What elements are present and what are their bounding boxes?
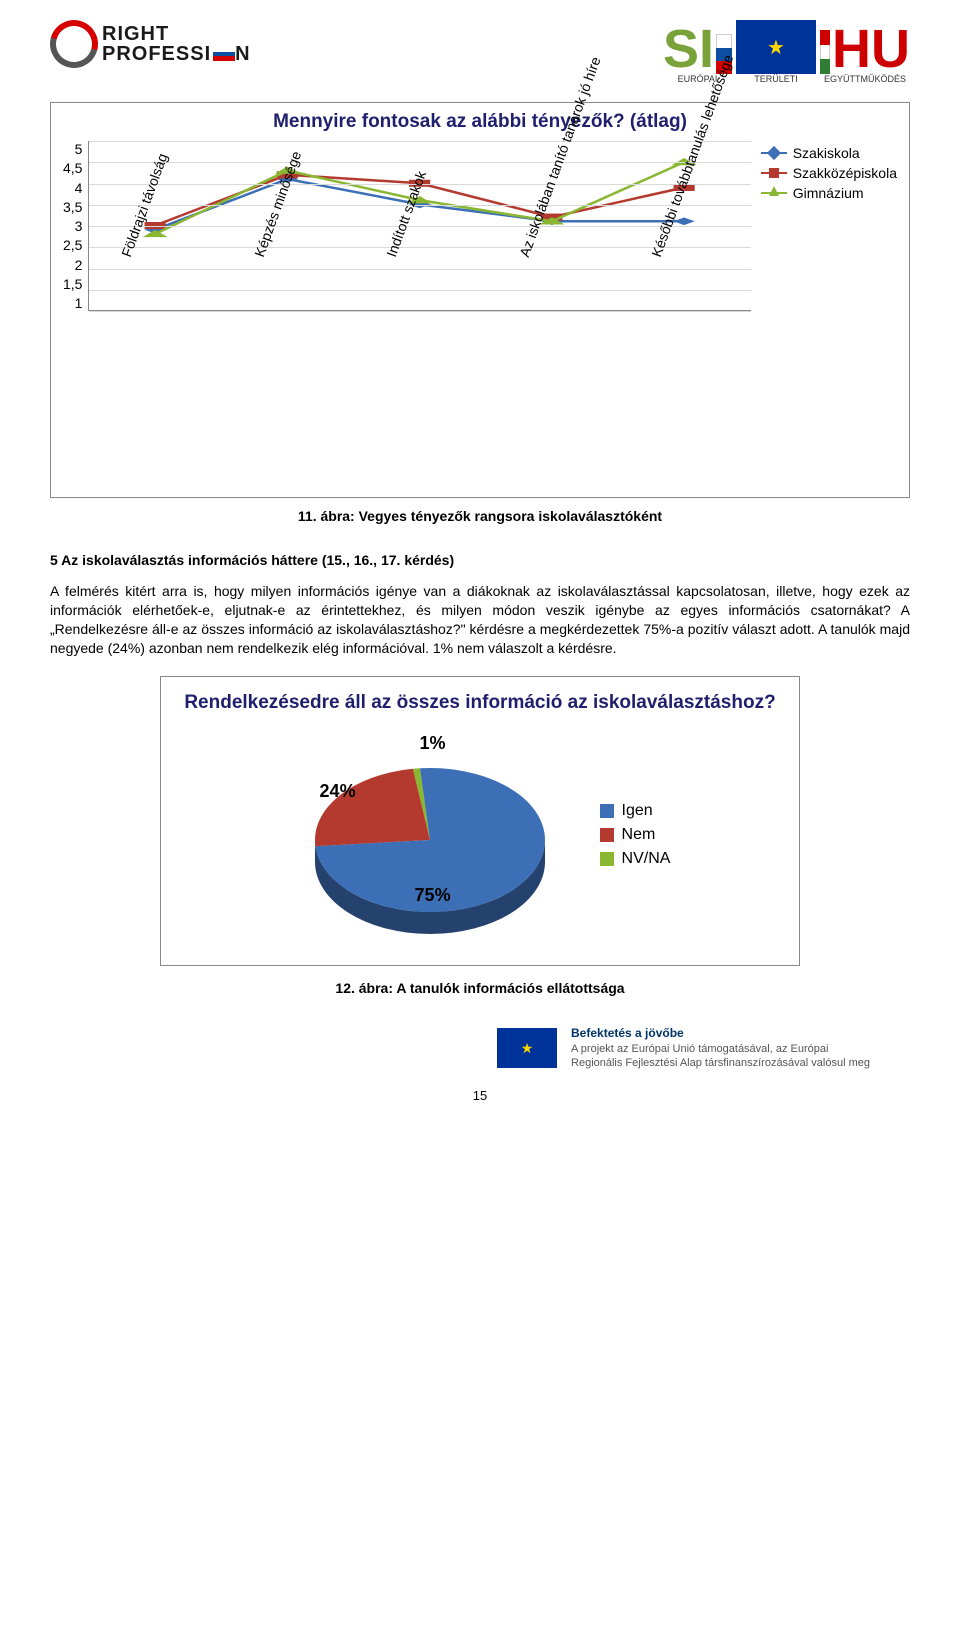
y-tick: 2 bbox=[75, 257, 83, 273]
legend-label: Gimnázium bbox=[793, 185, 864, 201]
eu-flag-small-icon: ★ bbox=[497, 1028, 557, 1068]
footer-text: Befektetés a jövőbe A projekt az Európai… bbox=[571, 1026, 870, 1070]
footer-line3: Regionális Fejlesztési Alap társfinanszí… bbox=[571, 1057, 870, 1069]
pie-label-75pct: 75% bbox=[415, 885, 451, 906]
legend-item: NV/NA bbox=[600, 850, 671, 868]
y-tick: 3 bbox=[75, 218, 83, 234]
legend-item: Igen bbox=[600, 802, 671, 820]
legend-marker-icon bbox=[761, 192, 787, 194]
footer-line2: A projekt az Európai Unió támogatásával,… bbox=[571, 1043, 828, 1055]
section-heading: 5 Az iskolaválasztás információs háttere… bbox=[50, 552, 910, 568]
pie-chart-container: Rendelkezésedre áll az összes információ… bbox=[160, 676, 800, 967]
legend-label: Szakiskola bbox=[793, 145, 860, 161]
pie-chart-plot: 1% 24% 75% bbox=[290, 725, 570, 945]
line-chart-container: Mennyire fontosak az alábbi tényezők? (á… bbox=[50, 102, 910, 498]
legend-label: NV/NA bbox=[622, 850, 671, 868]
line-chart-title: Mennyire fontosak az alábbi tényezők? (á… bbox=[63, 111, 897, 133]
legend-swatch-icon bbox=[600, 828, 614, 842]
legend-swatch-icon bbox=[600, 852, 614, 866]
logo-si-eu-hu: SI EURÓPAI ★ TERÜLETI bbox=[663, 20, 910, 84]
pie-chart-svg bbox=[290, 725, 570, 945]
x-axis-labels: Földrajzi távolságKépzés minőségeIndítot… bbox=[88, 313, 750, 493]
body-paragraph: A felmérés kitért arra is, hogy milyen i… bbox=[50, 582, 910, 658]
legend-marker-icon bbox=[761, 152, 787, 154]
pie-chart-legend: Igen Nem NV/NA bbox=[600, 796, 671, 874]
logo-text-line1: RIGHT bbox=[102, 24, 251, 44]
legend-label: Szakközépiskola bbox=[793, 165, 897, 181]
y-tick: 1,5 bbox=[63, 276, 82, 292]
pie-chart-title: Rendelkezésedre áll az összes információ… bbox=[177, 691, 783, 716]
y-axis-labels: 5 4,5 4 3,5 3 2,5 2 1,5 1 bbox=[63, 141, 88, 311]
y-tick: 4,5 bbox=[63, 160, 82, 176]
hu-sublabel: EGYÜTTMŰKÖDÉS bbox=[824, 74, 906, 84]
legend-item: Gimnázium bbox=[761, 185, 897, 201]
footer-bold: Befektetés a jövőbe bbox=[571, 1026, 684, 1040]
hu-text: HU bbox=[832, 25, 910, 74]
flag-icon-small bbox=[213, 47, 235, 61]
legend-item: Szakiskola bbox=[761, 145, 897, 161]
y-tick: 2,5 bbox=[63, 237, 82, 253]
legend-marker-icon bbox=[761, 172, 787, 174]
figure-caption-11: 11. ábra: Vegyes tényezők rangsora iskol… bbox=[50, 508, 910, 524]
y-tick: 4 bbox=[75, 180, 83, 196]
logo-right-profession: RIGHT PROFESSI N bbox=[50, 20, 251, 68]
grid-line bbox=[89, 162, 750, 163]
legend-label: Igen bbox=[622, 802, 653, 820]
y-tick: 5 bbox=[75, 141, 83, 157]
pie-label-24pct: 24% bbox=[320, 781, 356, 802]
y-tick: 1 bbox=[75, 295, 83, 311]
hu-flag-icon bbox=[820, 30, 830, 74]
legend-swatch-icon bbox=[600, 804, 614, 818]
page-footer: ★ Befektetés a jövőbe A projekt az Európ… bbox=[50, 1026, 910, 1070]
pie-label-1pct: 1% bbox=[420, 733, 446, 754]
legend-item: Nem bbox=[600, 826, 671, 844]
ter-sublabel: TERÜLETI bbox=[754, 74, 798, 84]
legend-item: Szakközépiskola bbox=[761, 165, 897, 181]
logo-text-line2: PROFESSI bbox=[102, 44, 211, 64]
page-header: RIGHT PROFESSI N SI bbox=[50, 20, 910, 84]
page-number: 15 bbox=[50, 1088, 910, 1103]
eu-flag-icon: ★ bbox=[736, 20, 816, 74]
figure-caption-12: 12. ábra: A tanulók információs ellátott… bbox=[50, 980, 910, 996]
logo-text-suffix: N bbox=[235, 44, 250, 64]
legend-label: Nem bbox=[622, 826, 656, 844]
y-tick: 3,5 bbox=[63, 199, 82, 215]
si-text: SI bbox=[663, 25, 714, 74]
grid-line bbox=[89, 141, 750, 142]
rp-circle-icon bbox=[41, 11, 107, 77]
